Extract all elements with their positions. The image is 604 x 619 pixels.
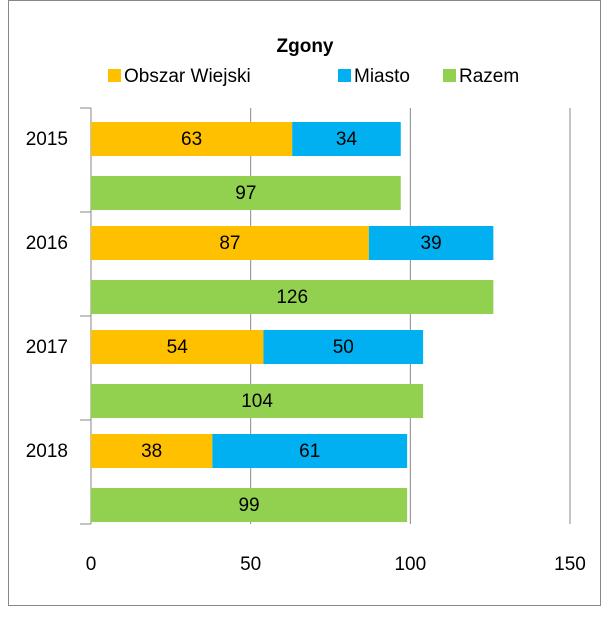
bar bbox=[91, 434, 213, 468]
value-label: 54 bbox=[167, 337, 189, 358]
y-tick-label: 2018 bbox=[26, 441, 68, 462]
value-label: 87 bbox=[219, 233, 240, 254]
value-label: 63 bbox=[181, 129, 202, 150]
bar bbox=[91, 280, 494, 314]
value-label: 99 bbox=[238, 495, 259, 516]
x-tick-label: 150 bbox=[554, 554, 586, 575]
chart-title: Zgony bbox=[277, 36, 334, 57]
legend-swatch bbox=[338, 69, 351, 82]
bar bbox=[91, 488, 408, 522]
value-label: 50 bbox=[333, 337, 354, 358]
y-tick-label: 2015 bbox=[26, 129, 68, 150]
value-label: 39 bbox=[421, 233, 442, 254]
bar bbox=[368, 226, 494, 260]
bar bbox=[263, 330, 424, 364]
x-tick-label: 0 bbox=[86, 554, 97, 575]
x-tick-label: 50 bbox=[240, 554, 261, 575]
legend-label: Obszar Wiejski bbox=[124, 66, 251, 87]
value-label: 34 bbox=[336, 129, 358, 150]
bar bbox=[91, 226, 369, 260]
bar bbox=[91, 122, 293, 156]
legend-swatch bbox=[108, 69, 121, 82]
bar bbox=[292, 122, 401, 156]
value-label: 97 bbox=[235, 183, 256, 204]
bar bbox=[212, 434, 408, 468]
value-label: 38 bbox=[141, 441, 162, 462]
value-label: 104 bbox=[241, 391, 273, 412]
bar bbox=[91, 384, 424, 418]
bar bbox=[91, 330, 264, 364]
bar bbox=[91, 176, 401, 210]
value-label: 61 bbox=[299, 441, 320, 462]
y-tick-label: 2017 bbox=[26, 337, 68, 358]
value-label: 126 bbox=[276, 287, 308, 308]
legend-label: Razem bbox=[459, 66, 519, 87]
y-tick-label: 2016 bbox=[26, 233, 68, 254]
legend-label: Miasto bbox=[354, 66, 410, 87]
x-tick-label: 100 bbox=[394, 554, 426, 575]
legend-swatch bbox=[443, 69, 456, 82]
